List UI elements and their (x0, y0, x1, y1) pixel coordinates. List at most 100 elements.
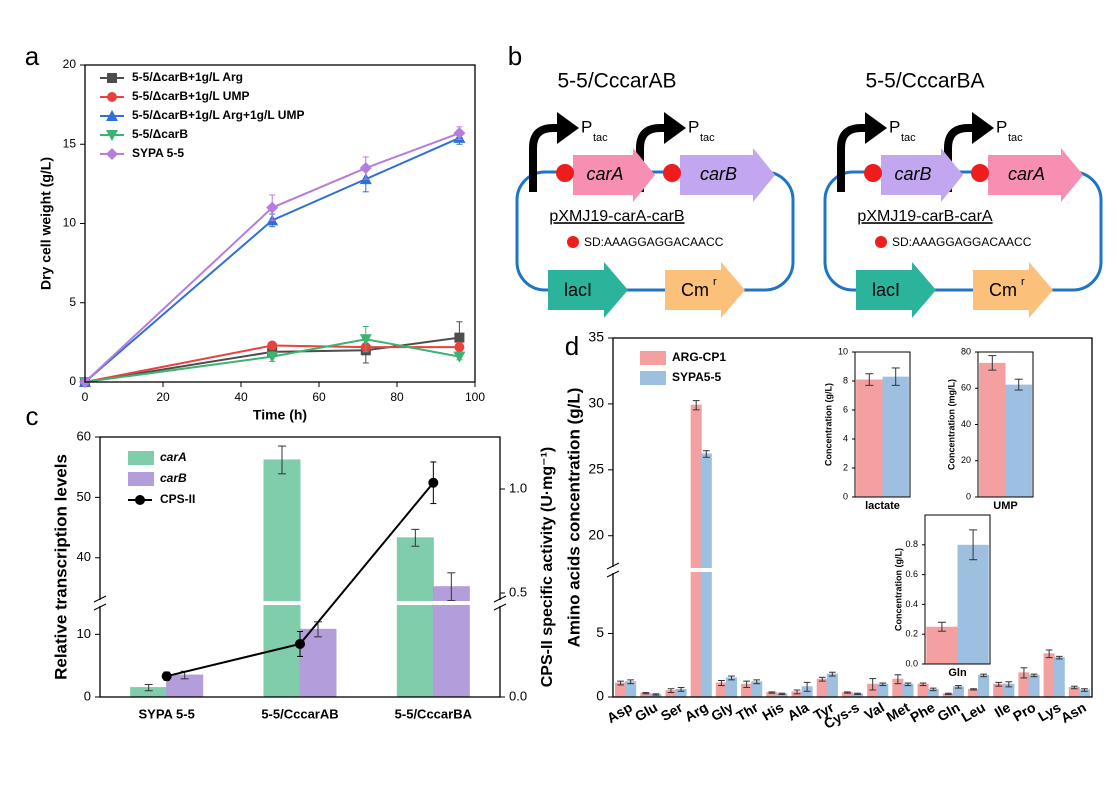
marker-gene-superscript: r (713, 276, 717, 288)
y2-tick-label: 0.0 (509, 688, 527, 703)
line (84, 336, 460, 383)
x-tick-label: Leu (958, 699, 988, 725)
axis-break-gap (614, 568, 1091, 572)
y-tick-label: 20 (588, 526, 604, 542)
x-tick-label: UMP (993, 500, 1017, 512)
legend-swatch (640, 351, 666, 365)
x-tick-label: lactate (865, 500, 900, 512)
axis-break (494, 600, 506, 606)
y-tick-label: 40 (961, 419, 971, 429)
bar (1028, 674, 1040, 698)
legend-label: 5-5/ΔcarB+1g/L Arg+1g/L UMP (132, 108, 304, 122)
legend-label: ARG-CP1 (672, 350, 726, 364)
y-tick-label: 0.0 (905, 658, 918, 668)
plot-frame (924, 514, 991, 665)
y-tick-label: 60 (77, 428, 91, 443)
marker-gene-arrow (548, 262, 628, 318)
legend-label: SYPA5-5 (672, 370, 721, 384)
plot-frame (977, 351, 1034, 498)
gene-label: carB (700, 164, 737, 184)
y-axis-label: Dry cell weight (g/L) (38, 157, 54, 290)
y-tick-label: 2 (843, 462, 848, 472)
sd-dot (567, 236, 579, 248)
promoter-arrow (529, 124, 559, 192)
legend-swatch (128, 472, 154, 486)
x-tick-label: Arg (682, 699, 711, 725)
x-tick-label: Gly (708, 699, 736, 724)
marker (161, 671, 172, 682)
gene-arrow (881, 148, 963, 202)
axis-break (94, 600, 106, 606)
bar (877, 683, 889, 698)
sd-label: SD:AAAGGAGGACAACC (892, 235, 1032, 249)
gene-arrow (988, 148, 1083, 202)
legend-label: 5-5/ΔcarB+1g/L UMP (132, 89, 249, 103)
y-tick-label: 20 (63, 57, 77, 71)
y2-tick-label: 1.0 (509, 480, 527, 495)
marker (107, 73, 117, 83)
y-tick-label: 0 (84, 688, 91, 703)
y-axis-label: Relative transcription levels (51, 454, 70, 680)
y-tick-label: 80 (961, 346, 971, 356)
x-tick-label: Ile (992, 699, 1014, 721)
bar (917, 683, 929, 698)
promoter-arrowhead (865, 112, 887, 144)
axis-break-mark (493, 595, 507, 603)
panel-letter: d (565, 331, 579, 361)
marker-gene-label: Cm (989, 280, 1017, 300)
bar (263, 459, 301, 698)
bar (432, 586, 470, 698)
panel-letter: a (25, 41, 40, 71)
x-tick-label: 80 (390, 390, 404, 404)
x-tick-label: Glu (632, 699, 660, 725)
marker (359, 334, 372, 346)
legend-label: CPS-II (160, 492, 195, 506)
plasmid-label: pXMJ19-carA-carB (549, 208, 684, 225)
gene-label: carA (586, 164, 623, 184)
promoter-arrow (636, 124, 666, 192)
x-tick-label: 5-5/CccarAB (261, 706, 338, 721)
y-axis-label: Concentration (mg/L) (946, 379, 956, 470)
y-tick-label: 0 (966, 491, 971, 501)
x-tick-label: Asn (1058, 699, 1089, 726)
bar (1053, 657, 1065, 698)
y-tick-label: 10 (63, 216, 77, 230)
bar (979, 362, 1006, 497)
promoter-label: P (581, 117, 592, 136)
promoter-subscript: tac (1008, 132, 1023, 144)
y-tick-label: 60 (961, 383, 971, 393)
marker (106, 110, 118, 121)
y-tick-label: 0.8 (905, 539, 918, 549)
gene-arrow (573, 148, 655, 202)
y-tick-label: 25 (588, 461, 604, 477)
rbs-dot (556, 164, 574, 182)
plot-frame (99, 436, 501, 698)
x-tick-label: His (759, 699, 786, 724)
plasmid-label: pXMJ19-carB-carA (857, 208, 992, 225)
marker (454, 332, 465, 343)
y-tick-label: 30 (588, 395, 604, 411)
promoter-arrowhead (557, 112, 579, 144)
marker (266, 201, 279, 214)
sd-dot (875, 236, 887, 248)
bar (299, 628, 337, 698)
y-tick-label: 5 (69, 295, 76, 309)
axis-break-mark (606, 562, 620, 570)
y-tick-label: 5 (596, 624, 604, 640)
panel-letter: c (26, 401, 39, 431)
rbs-dot (864, 164, 882, 182)
bar (700, 453, 712, 698)
y2-tick-label: 0.5 (509, 584, 527, 599)
rbs-dot (971, 164, 989, 182)
legend-label: carA (160, 450, 187, 464)
marker-gene-arrow (973, 262, 1053, 318)
bar (396, 537, 434, 698)
line (84, 136, 460, 383)
y-tick-label: 0.6 (905, 569, 918, 579)
plasmid-loop (823, 170, 1103, 292)
plot-frame (84, 64, 476, 383)
line (84, 338, 460, 383)
x-tick-label: Phe (907, 699, 937, 726)
y2-axis-label: CPS-II specific activity (U·mg⁻¹) (539, 447, 556, 688)
